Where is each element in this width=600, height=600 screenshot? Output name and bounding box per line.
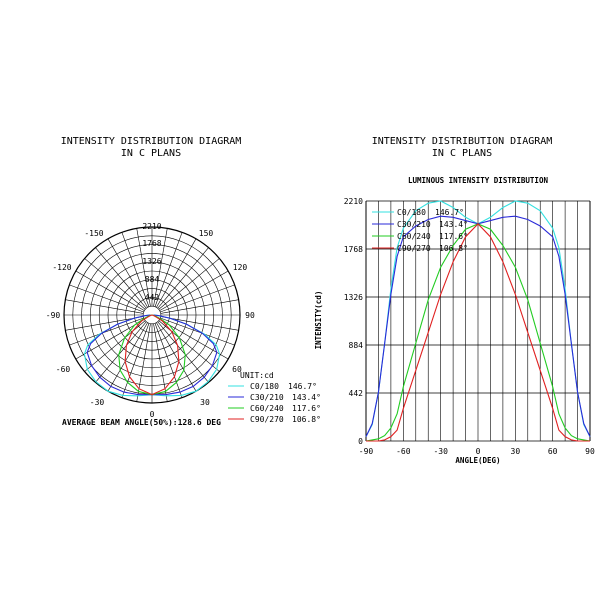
line-legend-name-c90: C90/270 — [397, 244, 431, 253]
polar-spoke — [160, 317, 235, 346]
line-curves — [365, 200, 591, 442]
polar-spoke — [75, 270, 145, 311]
polar-legend-beam-c60: 117.6° — [292, 404, 321, 413]
polar-angle-label-30: 30 — [200, 398, 210, 407]
line-xtick-label: -90 — [359, 447, 374, 456]
polar-spoke — [136, 323, 151, 402]
line-series-c90 — [366, 223, 590, 442]
polar-angle-label-150: 150 — [199, 229, 214, 238]
line-subtitle: LUMINOUS INTENSITY DISTRIBUTION — [408, 176, 548, 185]
line-xtick-label: 30 — [511, 447, 521, 456]
line-legend-beam-c90: 106.8° — [439, 244, 468, 253]
line-ytick-label: 884 — [349, 341, 364, 350]
polar-spoke — [65, 316, 144, 331]
line-xtick-label: 90 — [585, 447, 595, 456]
line-title-line1: INTENSITY DISTRIBUTION DIAGRAM — [372, 136, 553, 147]
polar-spoke — [84, 320, 146, 372]
polar-radial-label-884: 884 — [145, 275, 160, 284]
polar-legend-name-c90: C90/270 — [250, 415, 284, 424]
polar-legend-beam-c30: 143.4° — [292, 393, 321, 402]
polar-spoke — [157, 247, 209, 309]
line-ytick-label: 1768 — [344, 245, 363, 254]
polar-spoke — [121, 323, 150, 398]
average-beam-angle: AVERAGE BEAM ANGLE(50%):128.6 DEG — [62, 418, 221, 427]
line-ytick-label: 442 — [349, 389, 364, 398]
polar-radial-label-1326: 1326 — [142, 257, 161, 266]
polar-legend-name-c30: C30/210 — [250, 393, 284, 402]
line-legend-beam-c30: 143.4° — [439, 220, 468, 229]
polar-legend: UNIT:cd C0/180 146.7° C30/210 143.4° C60… — [228, 371, 321, 424]
line-xtick-label: 60 — [548, 447, 558, 456]
polar-spoke — [156, 238, 197, 308]
polar-spoke — [160, 316, 239, 331]
polar-spoke — [157, 321, 209, 383]
polar-title-line1: INTENSITY DISTRIBUTION DIAGRAM — [61, 136, 242, 147]
polar-spoke — [160, 299, 239, 314]
polar-angle-label-90: 90 — [245, 311, 255, 320]
polar-spoke — [158, 258, 220, 310]
polar-series-c90 — [124, 314, 180, 396]
polar-title-line2: IN C PLANS — [121, 148, 181, 159]
line-xtick-label: -30 — [433, 447, 448, 456]
polar-spoke — [154, 323, 183, 398]
polar-spoke — [84, 258, 146, 310]
polar-legend-name-c0: C0/180 — [250, 382, 279, 391]
polar-radial-label-2210: 2210 — [142, 222, 161, 231]
polar-spoke — [136, 228, 151, 307]
line-ytick-label: 1326 — [344, 293, 363, 302]
polar-spoke — [107, 322, 148, 392]
polar-angle-label-m30: -30 — [90, 398, 105, 407]
polar-curves — [83, 314, 221, 397]
polar-angle-label-0: 0 — [150, 410, 155, 419]
polar-spoke — [156, 322, 197, 392]
polar-angle-label-120: 120 — [233, 263, 248, 272]
line-xlabel: ANGLE(DEG) — [455, 456, 500, 465]
line-legend-beam-c60: 117.6° — [439, 232, 468, 241]
line-title-line2: IN C PLANS — [432, 148, 492, 159]
line-legend-beam-c0: 146.7° — [435, 208, 464, 217]
polar-spoke — [107, 238, 148, 308]
polar-spoke — [154, 232, 183, 307]
polar-chart: INTENSITY DISTRIBUTION DIAGRAM IN C PLAN… — [46, 136, 321, 427]
polar-spoke — [95, 247, 147, 309]
polar-grid — [63, 226, 241, 404]
polar-angle-label-m120: -120 — [52, 263, 71, 272]
polar-legend-beam-c0: 146.7° — [288, 382, 317, 391]
polar-angle-label-m150: -150 — [84, 229, 103, 238]
polar-spoke — [158, 320, 220, 372]
polar-radial-label-442: 442 — [145, 293, 160, 302]
polar-spoke — [160, 284, 235, 313]
line-xtick-label: 0 — [476, 447, 481, 456]
polar-spoke — [69, 284, 144, 313]
line-ytick-label: 2210 — [344, 197, 363, 206]
polar-angle-label-m60: -60 — [56, 365, 71, 374]
polar-legend-name-c60: C60/240 — [250, 404, 284, 413]
line-legend: C0/180 146.7° C30/210 143.4° C60/240 117… — [372, 208, 468, 253]
line-ytick-label: 0 — [358, 437, 363, 446]
line-legend-name-c60: C60/240 — [397, 232, 431, 241]
line-legend-name-c30: C30/210 — [397, 220, 431, 229]
polar-spoke — [153, 323, 168, 402]
polar-spoke — [95, 321, 147, 383]
polar-spoke — [159, 270, 229, 311]
line-ylabel: INTENSITY(cd) — [314, 291, 323, 350]
line-grid: 0 442 884 1326 1768 2210 -90 -60 -30 0 30 60 90 — [344, 197, 595, 456]
polar-angle-label-60: 60 — [232, 365, 242, 374]
line-xtick-label: -60 — [396, 447, 411, 456]
line-legend-name-c0: C0/180 — [397, 208, 426, 217]
polar-spoke — [65, 299, 144, 314]
polar-unit-label: UNIT:cd — [240, 371, 274, 380]
line-chart: INTENSITY DISTRIBUTION DIAGRAM IN C PLAN… — [314, 136, 595, 465]
polar-spoke — [69, 317, 144, 346]
polar-angle-label-m90: -90 — [46, 311, 61, 320]
polar-spoke — [153, 228, 168, 307]
polar-spoke — [121, 232, 150, 307]
polar-radial-label-1768: 1768 — [142, 239, 161, 248]
polar-legend-beam-c90: 106.8° — [292, 415, 321, 424]
